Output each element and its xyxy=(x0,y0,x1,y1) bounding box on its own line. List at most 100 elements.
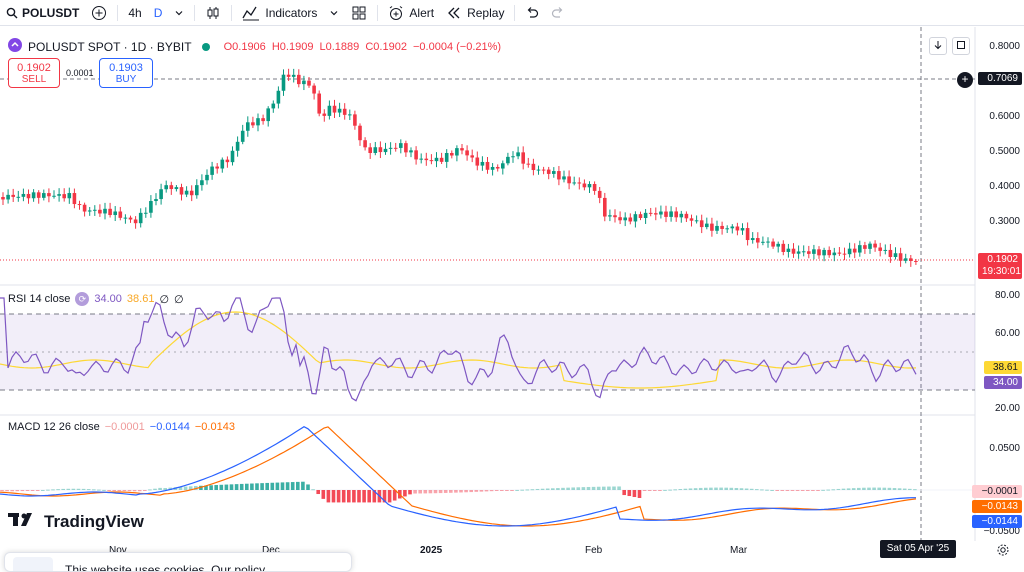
collapse-pane-button[interactable] xyxy=(929,37,947,55)
rsi-tick: 60.00 xyxy=(994,328,1020,339)
candle-body xyxy=(455,148,459,156)
candle-body xyxy=(332,105,337,113)
timeframe-dropdown[interactable] xyxy=(168,0,190,26)
candle-body xyxy=(567,176,571,184)
indicators-label: Indicators xyxy=(265,5,318,20)
macd-histogram-bar xyxy=(81,488,86,490)
open-value: O0.1906 xyxy=(223,40,266,53)
macd-histogram-bar xyxy=(698,487,703,490)
maximize-icon xyxy=(956,40,966,53)
candle-body xyxy=(286,74,291,77)
candle-body xyxy=(822,249,826,256)
timeframe-4h[interactable]: 4h xyxy=(128,5,142,20)
candle-body xyxy=(108,208,112,216)
candle-body xyxy=(669,211,673,217)
macd-label[interactable]: MACD 12 26 close xyxy=(8,421,100,433)
candle-body xyxy=(735,226,740,231)
macd-histogram-bar xyxy=(234,484,239,490)
alert-button[interactable]: Alert xyxy=(382,0,440,26)
candle-body xyxy=(750,238,755,241)
macd-histogram-bar xyxy=(428,490,433,494)
buy-button[interactable]: 0.1903 BUY xyxy=(99,58,153,88)
replay-button[interactable]: Replay xyxy=(440,0,510,26)
chart-type-button[interactable] xyxy=(199,0,227,26)
layout-button[interactable] xyxy=(345,0,373,26)
cookie-icon xyxy=(13,557,53,571)
macd-histogram-bar xyxy=(306,484,310,490)
candle-body xyxy=(745,228,750,241)
candle-body xyxy=(149,201,153,213)
tradingview-logo[interactable]: TradingView xyxy=(8,511,144,532)
macd-histogram-bar xyxy=(408,490,412,495)
toolbar-divider xyxy=(117,4,119,21)
macd-histogram-bar xyxy=(255,483,259,490)
macd-histogram-bar xyxy=(168,487,173,490)
candle-body xyxy=(52,195,56,197)
macd-histogram-bar xyxy=(464,490,468,493)
candle-body xyxy=(516,152,520,157)
chart-canvas[interactable] xyxy=(0,27,1024,568)
candle-body xyxy=(138,212,143,224)
candle-body xyxy=(679,213,684,218)
macd-histogram-bar xyxy=(851,488,856,490)
candle-body xyxy=(450,152,454,156)
maximize-pane-button[interactable] xyxy=(952,37,970,55)
macd-histogram-bar xyxy=(163,488,167,490)
candle-body xyxy=(837,252,842,254)
candle-body xyxy=(776,243,780,247)
timeframe-day[interactable]: D xyxy=(153,5,163,20)
candle-body xyxy=(164,185,168,190)
candle-body xyxy=(26,193,31,199)
candle-body xyxy=(276,90,281,104)
top-toolbar: POLUSDT 4h D Indicators xyxy=(0,0,1024,26)
compare-button[interactable] xyxy=(85,0,113,26)
macd-histogram-bar xyxy=(194,486,198,490)
redo-button[interactable] xyxy=(545,0,571,26)
candle-body xyxy=(791,248,796,254)
macd-histogram-bar xyxy=(51,489,55,491)
macd-histogram-bar xyxy=(199,485,203,490)
indicators-icon xyxy=(242,5,260,21)
legend-title[interactable]: POLUSDT SPOT · 1D · BYBIT xyxy=(28,39,192,54)
candle-body xyxy=(205,174,209,181)
macd-histogram-bar xyxy=(86,489,91,491)
candle-body xyxy=(42,193,46,198)
macd-histogram-bar xyxy=(857,487,861,490)
macd-histogram-bar xyxy=(622,490,626,496)
sell-button[interactable]: 0.1902 SELL xyxy=(8,58,60,88)
candle-body xyxy=(169,185,174,190)
rsi-label[interactable]: RSI 14 close xyxy=(8,293,71,305)
chevron-down-icon xyxy=(174,8,184,18)
candle-body xyxy=(368,147,372,153)
macd-histogram-bar xyxy=(296,481,300,490)
macd-histogram-bar xyxy=(229,484,234,490)
cookie-popup[interactable]: This website uses cookies. Our policy xyxy=(4,552,352,572)
candle-body xyxy=(57,194,61,196)
macd-histogram-bar xyxy=(183,486,188,490)
undo-button[interactable] xyxy=(519,0,545,26)
macd-histogram-bar xyxy=(347,490,351,503)
candle-body xyxy=(399,143,403,148)
candle-body xyxy=(348,114,352,116)
indicators-dropdown[interactable] xyxy=(323,0,345,26)
candle-body xyxy=(184,190,189,195)
symbol-name: POLUSDT xyxy=(22,5,80,20)
refresh-icon[interactable]: ⟳ xyxy=(75,292,90,306)
candle-body xyxy=(914,260,918,262)
macd-histogram-bar xyxy=(525,489,530,491)
macd-histogram-bar xyxy=(816,490,820,491)
macd-histogram-bar xyxy=(913,489,917,491)
candle-body xyxy=(898,253,903,261)
macd-histogram-bar xyxy=(780,490,785,491)
symbol-search[interactable]: POLUSDT xyxy=(0,0,85,26)
candle-body xyxy=(291,74,296,77)
candle-body xyxy=(648,212,653,214)
candle-body xyxy=(654,213,658,215)
add-alert-plus-icon[interactable]: + xyxy=(957,72,973,88)
indicators-button[interactable]: Indicators xyxy=(236,0,323,26)
candle-body xyxy=(353,114,357,126)
candle-body xyxy=(439,157,444,162)
settings-gear-icon[interactable] xyxy=(996,543,1010,562)
macd-histogram-bar xyxy=(755,489,759,491)
macd-histogram-bar xyxy=(331,490,336,503)
